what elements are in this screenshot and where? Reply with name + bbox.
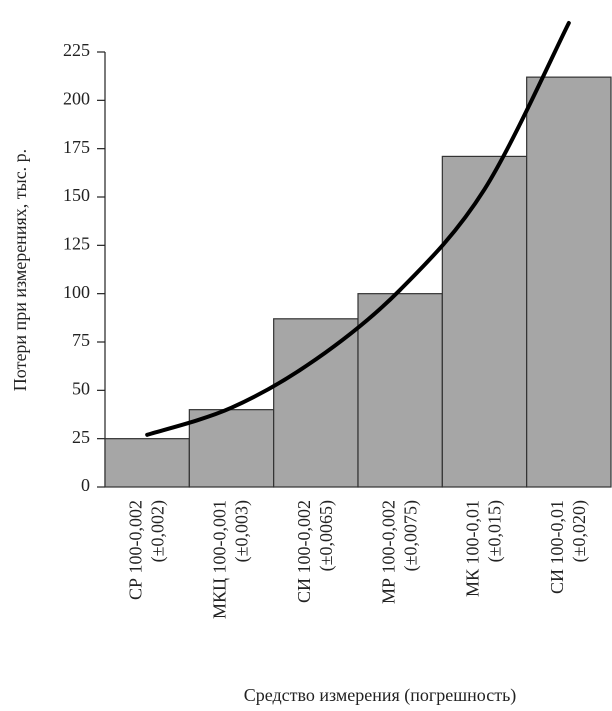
x-tick-label: СИ 100-0,01: [547, 500, 567, 594]
bar: [104, 438, 190, 488]
x-tick-label: МК 100-0,01: [463, 500, 483, 597]
y-tick-label: 25: [72, 427, 90, 447]
y-tick-label: 225: [63, 40, 90, 60]
x-tick-label: СИ 100-0,002: [294, 500, 314, 603]
bar: [273, 318, 359, 488]
x-axis-label: Средство измерения (погрешность): [244, 685, 517, 706]
x-tick-label: МР 100-0,002: [378, 500, 398, 604]
bar: [188, 409, 275, 488]
y-tick-label: 175: [63, 137, 90, 157]
x-tick-label: (±0,0075): [400, 500, 421, 571]
x-tick-label: СР 100-0,002: [125, 500, 145, 600]
bar: [441, 155, 528, 488]
bar: [357, 293, 443, 488]
x-tick-label: МКЦ 100-0,001: [210, 500, 230, 619]
y-tick-label: 200: [63, 88, 90, 108]
y-tick-label: 50: [72, 378, 90, 398]
y-tick-label: 125: [63, 233, 90, 253]
x-tick-label: (±0,020): [569, 500, 590, 562]
x-tick-label: (±0,0065): [316, 500, 337, 571]
y-tick-label: 75: [72, 330, 90, 350]
y-tick-label: 100: [63, 282, 90, 302]
y-axis-label: Потери при измерениях, тыс. р.: [10, 149, 30, 391]
bar: [526, 76, 612, 488]
x-tick-label: (±0,002): [147, 500, 168, 562]
trend-line: [145, 21, 571, 437]
y-tick-label: 150: [63, 185, 90, 205]
x-tick-label: (±0,015): [485, 500, 506, 562]
y-tick-label: 0: [81, 475, 90, 495]
x-tick-label: (±0,003): [232, 500, 253, 562]
